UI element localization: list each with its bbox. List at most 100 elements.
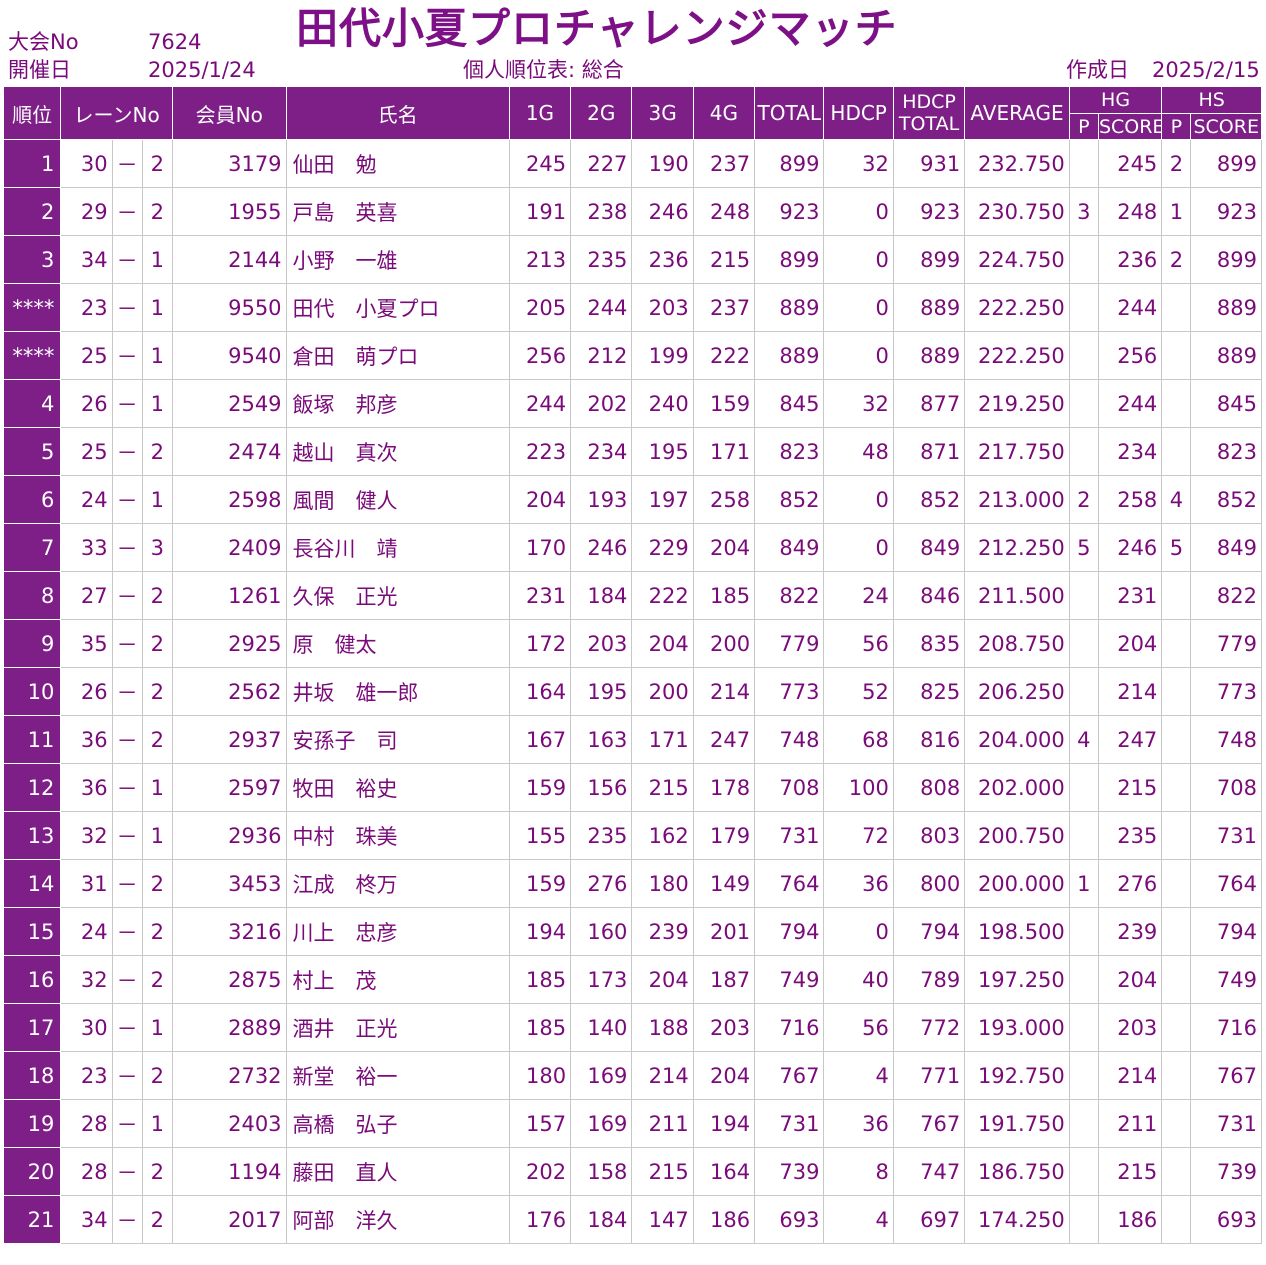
dash-cell: － — [111, 763, 143, 812]
col-lane: レーンNo — [60, 86, 173, 140]
hs-p-cell: 4 — [1161, 475, 1192, 524]
hdcp-total-cell: 871 — [892, 427, 966, 476]
hs-score-cell: 852 — [1190, 475, 1262, 524]
hdcp-total-cell: 800 — [892, 859, 966, 908]
game4-cell: 185 — [692, 571, 756, 620]
member-cell: 2875 — [171, 955, 287, 1004]
hs-score-cell: 779 — [1190, 619, 1262, 668]
sub-lane-cell: 2 — [141, 907, 173, 956]
name-cell: 久保 正光 — [285, 571, 510, 620]
dash-cell: － — [111, 331, 143, 380]
table-row: 6 24 － 1 2598 風間 健人 204 193 197 258 852 0 852 213.000… — [2, 475, 1262, 524]
hdcp-total-cell: 816 — [892, 715, 966, 764]
table-row: 17 30 － 1 2889 酒井 正光 185 140 188 203 716 56 772 193.0… — [2, 1003, 1262, 1052]
hg-p-cell — [1068, 283, 1099, 332]
game3-cell: 239 — [631, 907, 694, 956]
member-cell: 1194 — [171, 1147, 287, 1196]
game2-cell: 193 — [570, 475, 633, 524]
game2-cell: 169 — [570, 1099, 633, 1148]
hs-score-cell: 923 — [1190, 187, 1262, 236]
dash-cell: － — [111, 523, 143, 572]
average-cell: 219.250 — [964, 379, 1070, 428]
total-cell: 822 — [754, 571, 825, 620]
game1-cell: 244 — [508, 379, 572, 428]
average-cell: 230.750 — [964, 187, 1070, 236]
total-cell: 852 — [754, 475, 825, 524]
lane-cell: 30 — [60, 1003, 113, 1052]
game4-cell: 186 — [692, 1195, 756, 1244]
rank-cell: 4 — [2, 379, 62, 428]
sub-lane-cell: 2 — [141, 139, 173, 188]
member-cell: 3453 — [171, 859, 287, 908]
game2-cell: 158 — [570, 1147, 633, 1196]
game3-cell: 197 — [631, 475, 694, 524]
lane-cell: 34 — [60, 1195, 113, 1244]
page-title: 田代小夏プロチャレンジマッチ — [296, 4, 898, 53]
average-cell: 204.000 — [964, 715, 1070, 764]
col-total: TOTAL — [754, 86, 825, 140]
table-row: 8 27 － 2 1261 久保 正光 231 184 222 185 822 24 846 211.50… — [2, 571, 1262, 620]
hs-p-cell — [1161, 379, 1192, 428]
hs-score-cell: 773 — [1190, 667, 1262, 716]
sub-lane-cell: 2 — [141, 859, 173, 908]
game1-cell: 170 — [508, 523, 572, 572]
name-cell: 田代 小夏プロ — [285, 283, 510, 332]
name-cell: 小野 一雄 — [285, 235, 510, 284]
hs-p-cell: 1 — [1161, 187, 1192, 236]
average-cell: 174.250 — [964, 1195, 1070, 1244]
table-row: 4 26 － 1 2549 飯塚 邦彦 244 202 240 159 845 32 877 219.25… — [2, 379, 1262, 428]
game4-cell: 171 — [692, 427, 756, 476]
game3-cell: 211 — [631, 1099, 694, 1148]
dash-cell: － — [111, 1147, 143, 1196]
hg-p-cell — [1068, 1003, 1099, 1052]
rank-cell: 19 — [2, 1099, 62, 1148]
member-cell: 2889 — [171, 1003, 287, 1052]
report-label: 個人順位表: 総合 — [463, 58, 624, 82]
game2-cell: 156 — [570, 763, 633, 812]
hdcp-total-cell: 849 — [892, 523, 966, 572]
hs-score-cell: 739 — [1190, 1147, 1262, 1196]
table-row: 18 23 － 2 2732 新堂 裕一 180 169 214 204 767 4 771 192.75… — [2, 1051, 1262, 1100]
rank-cell: 14 — [2, 859, 62, 908]
name-cell: 倉田 萌プロ — [285, 331, 510, 380]
dash-cell: － — [111, 715, 143, 764]
member-cell: 2549 — [171, 379, 287, 428]
lane-cell: 28 — [60, 1099, 113, 1148]
total-cell: 731 — [754, 811, 825, 860]
name-cell: 飯塚 邦彦 — [285, 379, 510, 428]
name-cell: 新堂 裕一 — [285, 1051, 510, 1100]
rank-cell: 16 — [2, 955, 62, 1004]
hs-score-cell: 823 — [1190, 427, 1262, 476]
average-cell: 208.750 — [964, 619, 1070, 668]
name-cell: 原 健太 — [285, 619, 510, 668]
game4-cell: 204 — [692, 523, 756, 572]
game3-cell: 204 — [631, 955, 694, 1004]
hdcp-total-cell: 697 — [892, 1195, 966, 1244]
game2-cell: 203 — [570, 619, 633, 668]
hdcp-cell: 100 — [823, 763, 894, 812]
lane-cell: 27 — [60, 571, 113, 620]
hdcp-cell: 0 — [823, 523, 894, 572]
sub-lane-cell: 2 — [141, 571, 173, 620]
lane-cell: 23 — [60, 1051, 113, 1100]
lane-cell: 36 — [60, 763, 113, 812]
table-row: 14 31 － 2 3453 江成 柊万 159 276 180 149 764 36 800 200.0… — [2, 859, 1262, 908]
sub-lane-cell: 1 — [141, 475, 173, 524]
col-hs-score: SCORE — [1190, 113, 1262, 140]
hdcp-cell: 56 — [823, 619, 894, 668]
game2-cell: 140 — [570, 1003, 633, 1052]
average-cell: 191.750 — [964, 1099, 1070, 1148]
hdcp-cell: 0 — [823, 283, 894, 332]
lane-cell: 30 — [60, 139, 113, 188]
hg-p-cell — [1068, 235, 1099, 284]
hdcp-cell: 0 — [823, 187, 894, 236]
col-hg-p: P — [1068, 113, 1099, 140]
hs-score-cell: 731 — [1190, 1099, 1262, 1148]
name-cell: 川上 忠彦 — [285, 907, 510, 956]
game2-cell: 184 — [570, 571, 633, 620]
hs-score-cell: 889 — [1190, 283, 1262, 332]
hdcp-total-cell: 889 — [892, 331, 966, 380]
ranking-table: 順位 レーンNo 会員No 氏名 1G 2G 3G 4G TOTAL HDCP … — [2, 86, 1262, 1244]
game3-cell: 162 — [631, 811, 694, 860]
hs-p-cell — [1161, 1003, 1192, 1052]
